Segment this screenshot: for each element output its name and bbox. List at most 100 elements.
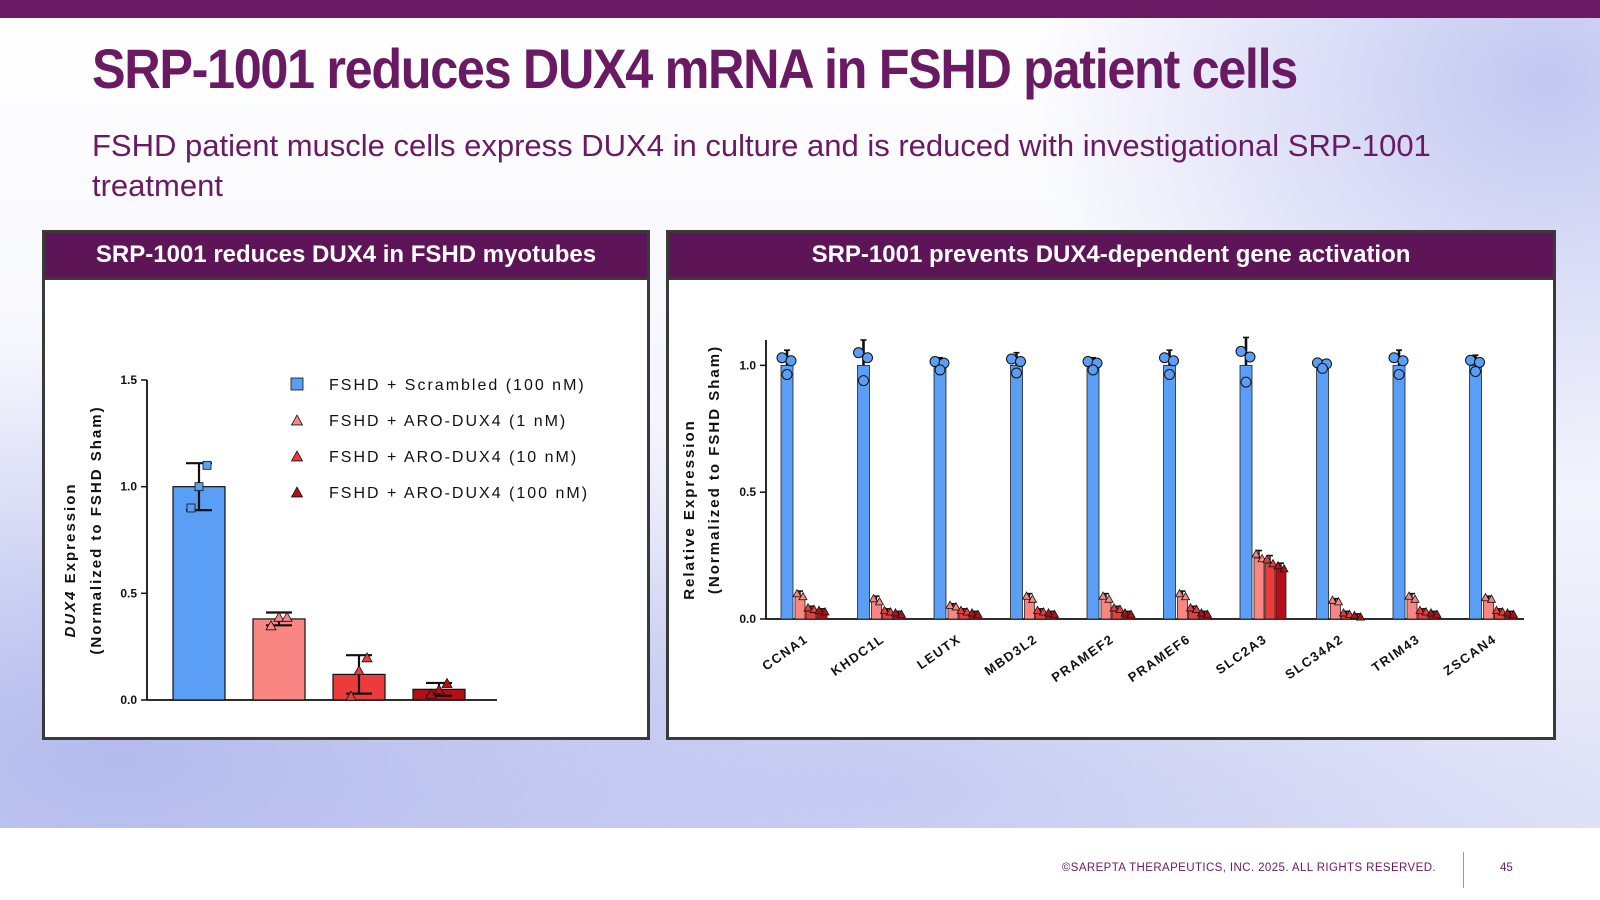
data-point <box>1279 563 1289 573</box>
data-point <box>896 609 907 618</box>
legend-label: FSHD + Scrambled (100 nM) <box>329 377 586 394</box>
data-point <box>1410 594 1420 603</box>
data-point <box>1027 594 1038 603</box>
x-category-label: ZSCAN4 <box>1441 631 1500 678</box>
data-point <box>1426 607 1436 617</box>
data-point <box>1404 591 1414 600</box>
data-point <box>1174 588 1185 598</box>
data-point <box>1268 558 1278 568</box>
y-axis-subtitle: (Normalized to FSHD Sham) <box>706 345 723 594</box>
bar <box>1275 567 1287 620</box>
data-point <box>1349 610 1360 619</box>
data-point <box>798 591 808 601</box>
data-point <box>1104 594 1114 603</box>
legend-label: FSHD + ARO-DUX4 (10 nM) <box>329 449 578 466</box>
data-point <box>1120 607 1130 617</box>
dux4-expression-chart: 0.0 0.5 1.0 1.5 DUX4 Expression (Normalized t… <box>62 373 587 707</box>
data-point <box>1502 607 1513 617</box>
data-point <box>934 364 946 376</box>
x-category-label: LEUTX <box>914 631 964 672</box>
data-point <box>273 611 285 622</box>
right-chart-panel: SRP-1001 prevents DUX4-dependent gene ac… <box>666 230 1556 740</box>
footer-divider <box>1463 852 1464 888</box>
right-panel-header: SRP-1001 prevents DUX4-dependent gene ac… <box>669 233 1553 280</box>
y-tick-label: 1.5 <box>120 373 137 387</box>
data-point <box>353 664 365 676</box>
gene-activation-chart: 0.0 0.5 1.0 Relative Expression (Normalized … <box>681 336 1524 685</box>
data-point <box>1465 354 1476 366</box>
x-category-label: CCNA1 <box>759 631 810 673</box>
data-point <box>1164 368 1175 380</box>
data-point <box>1159 352 1170 364</box>
data-point <box>186 503 196 513</box>
data-point <box>967 607 977 617</box>
data-point <box>1432 609 1442 618</box>
slide-title: SRP-1001 reduces DUX4 mRNA in FSHD patie… <box>92 37 1298 100</box>
data-point <box>1021 591 1032 600</box>
bar <box>857 364 870 620</box>
x-category-label: PRAMEF6 <box>1125 631 1193 685</box>
data-point <box>792 588 802 598</box>
data-point <box>1317 362 1328 374</box>
bar <box>172 486 226 701</box>
data-point <box>1049 609 1060 618</box>
data-point <box>820 606 830 616</box>
data-point <box>425 688 437 699</box>
data-point <box>1126 609 1136 618</box>
data-point <box>1355 612 1366 621</box>
data-point <box>1244 351 1256 363</box>
y-tick-label: 1.0 <box>120 480 137 494</box>
bar <box>1469 364 1482 620</box>
data-point <box>1470 365 1481 377</box>
data-point <box>1344 609 1355 618</box>
data-point <box>853 347 864 359</box>
page-number: 45 <box>1500 862 1513 874</box>
data-point <box>1235 345 1247 357</box>
left-panel-header: SRP-1001 reduces DUX4 in FSHD myotubes <box>45 233 647 280</box>
data-point <box>1486 594 1497 603</box>
data-point <box>1388 352 1400 364</box>
top-accent-bar <box>0 0 1600 18</box>
data-point <box>1185 602 1196 612</box>
y-axis-title-rest: Expression <box>62 482 79 589</box>
data-point <box>361 652 373 663</box>
bar <box>1392 364 1406 620</box>
x-category-label: MBD3L2 <box>982 631 1041 678</box>
data-point <box>776 352 788 364</box>
data-point <box>1397 355 1409 367</box>
data-point <box>1015 356 1026 368</box>
data-point <box>1032 605 1043 614</box>
y-axis-subtitle: (Normalized to FSHD Sham) <box>88 405 105 654</box>
data-point <box>1480 592 1491 602</box>
bar <box>1316 364 1329 620</box>
legend-label: FSHD + ARO-DUX4 (1 nM) <box>329 413 567 430</box>
data-point <box>809 604 819 613</box>
x-category-label: KHDC1L <box>828 631 887 679</box>
y-tick-label: 0.0 <box>739 612 756 626</box>
data-point <box>1491 605 1502 614</box>
data-point <box>1415 605 1425 614</box>
legend-marker <box>290 414 304 426</box>
data-point <box>1115 604 1125 613</box>
data-point <box>1011 367 1022 379</box>
bar <box>1239 364 1253 620</box>
data-point <box>1043 607 1054 617</box>
bar <box>1163 364 1176 620</box>
legend-marker <box>290 377 304 391</box>
slide-subtitle: FSHD patient muscle cells express DUX4 i… <box>92 128 1431 203</box>
data-point <box>1327 595 1338 604</box>
y-axis-title: DUX4 Expression <box>62 482 79 637</box>
data-point <box>281 611 293 622</box>
x-category-label: TRIM43 <box>1369 631 1423 675</box>
data-point <box>868 593 879 603</box>
legend-marker <box>290 450 304 462</box>
bar <box>780 364 794 620</box>
data-point <box>890 607 901 617</box>
data-point <box>194 482 204 492</box>
data-point <box>945 600 955 609</box>
data-point <box>1240 376 1252 388</box>
data-point <box>1196 607 1207 617</box>
data-point <box>874 596 885 606</box>
data-point <box>1038 606 1049 616</box>
data-point <box>814 605 824 614</box>
